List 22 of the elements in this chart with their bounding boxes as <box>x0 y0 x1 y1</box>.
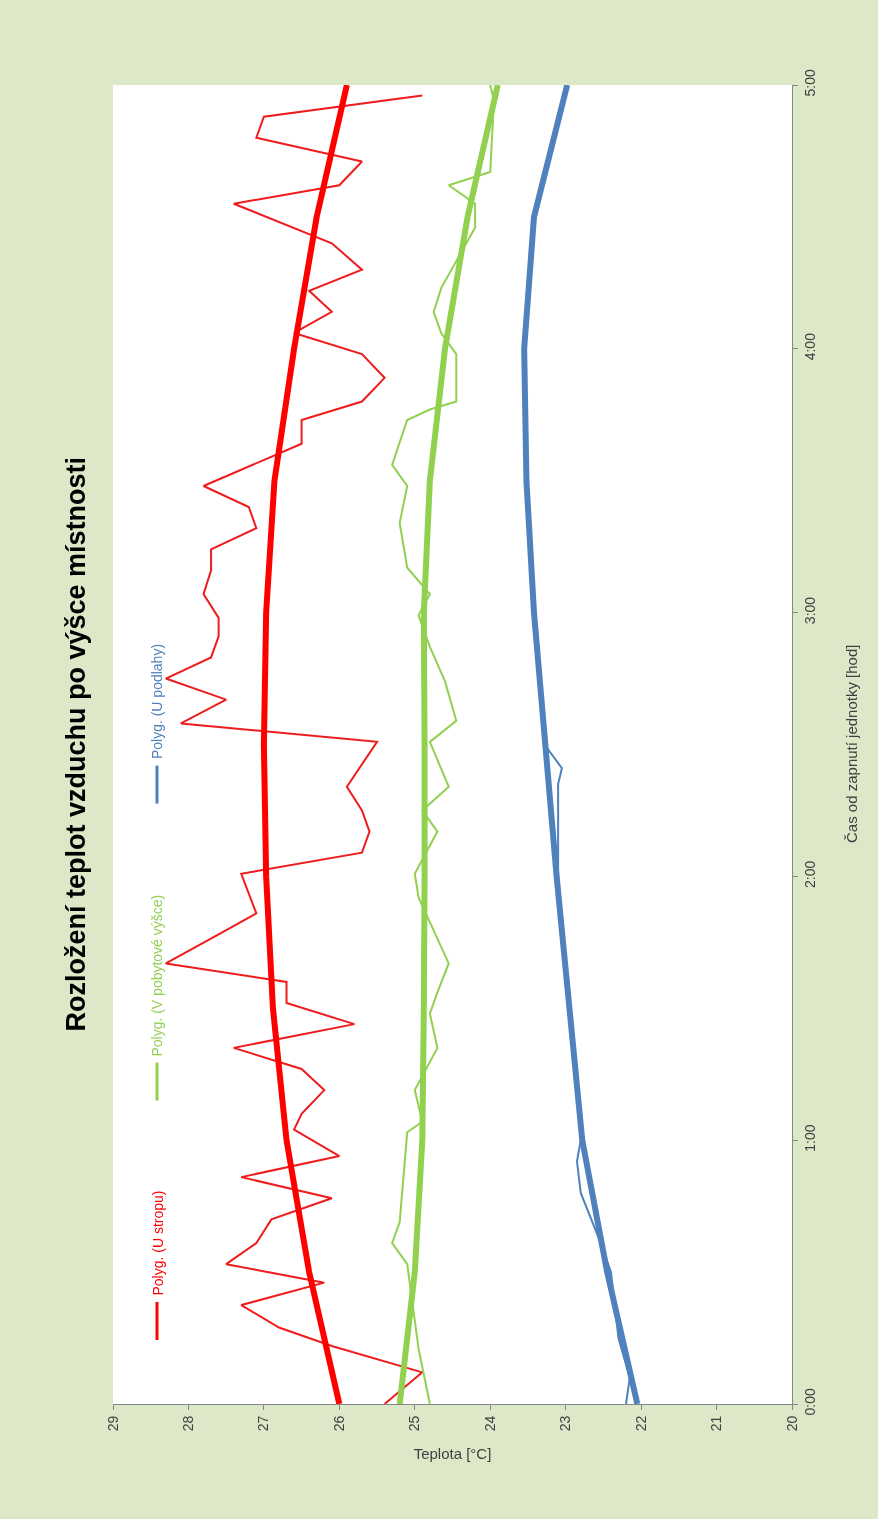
y-tick-label: 0:00 <box>801 1388 818 1416</box>
x-tick-label: 27 <box>255 1415 272 1432</box>
x-tick-label: 24 <box>481 1415 498 1432</box>
x-tick-label: 20 <box>783 1415 800 1432</box>
text: Polyg. (U podlahy) <box>148 643 165 760</box>
y-tick-label: 2:00 <box>801 860 818 888</box>
x-tick-label: 22 <box>632 1415 649 1432</box>
x-tick-label: 25 <box>406 1415 423 1432</box>
x-tick-label: 21 <box>708 1415 725 1432</box>
x-tick-label: 29 <box>104 1415 121 1432</box>
x-tick-label: 26 <box>330 1415 347 1432</box>
text: Rozložení teplot vzduchu po výšce místnosti <box>60 456 91 1032</box>
y-tick-label: 3:00 <box>801 596 818 625</box>
text: Polyg. (U stropu) <box>149 1190 166 1296</box>
x-tick-label: 23 <box>557 1415 574 1432</box>
y-tick-label: 5:00 <box>801 69 818 97</box>
x-axis-title: Teplota [°C] <box>413 1445 492 1463</box>
y-axis-title: Čas od zapnutí jednotky [hod] <box>843 644 860 843</box>
y-tick-label: 1:00 <box>801 1124 818 1152</box>
y-tick-label: 4:00 <box>801 332 818 361</box>
x-tick-label: 28 <box>179 1415 196 1432</box>
text: Polyg. (V pobytové výšce) <box>149 894 166 1057</box>
